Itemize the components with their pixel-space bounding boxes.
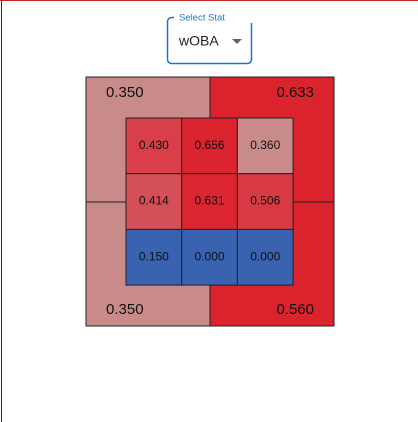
dropdown-arrow[interactable]	[232, 39, 242, 44]
select-value[interactable]: wOBA	[178, 33, 219, 49]
inner-zone-value: 0.656	[195, 138, 225, 152]
inner-zone	[181, 228, 238, 286]
outer-zone-value: 0.560	[276, 301, 314, 318]
inner-zone-value: 0.430	[139, 138, 169, 152]
inner-zone	[236, 228, 294, 286]
inner-zone	[236, 173, 294, 230]
inner-zone-value: 0.360	[250, 138, 280, 152]
inner-zone-value: 0.150	[139, 249, 169, 263]
inner-zone-value: 0.000	[250, 249, 280, 263]
stat-select[interactable]: Select Stat wOBA	[166, 12, 277, 65]
inner-zone	[125, 117, 183, 175]
label-gap	[174, 12, 276, 23]
inner-zone-value: 0.000	[195, 249, 225, 263]
inner-zone	[236, 117, 294, 175]
inner-zone	[181, 173, 238, 230]
outer-zone-value: 0.633	[276, 84, 314, 101]
outer-zone-value: 0.350	[106, 301, 144, 318]
inner-zone-value: 0.414	[139, 194, 169, 208]
outer-zone-value: 0.350	[106, 84, 144, 101]
inner-zone-value: 0.506	[250, 194, 280, 208]
select-label: Select Stat	[179, 13, 225, 24]
inner-zone	[125, 228, 183, 286]
inner-zone-value: 0.631	[195, 194, 225, 208]
